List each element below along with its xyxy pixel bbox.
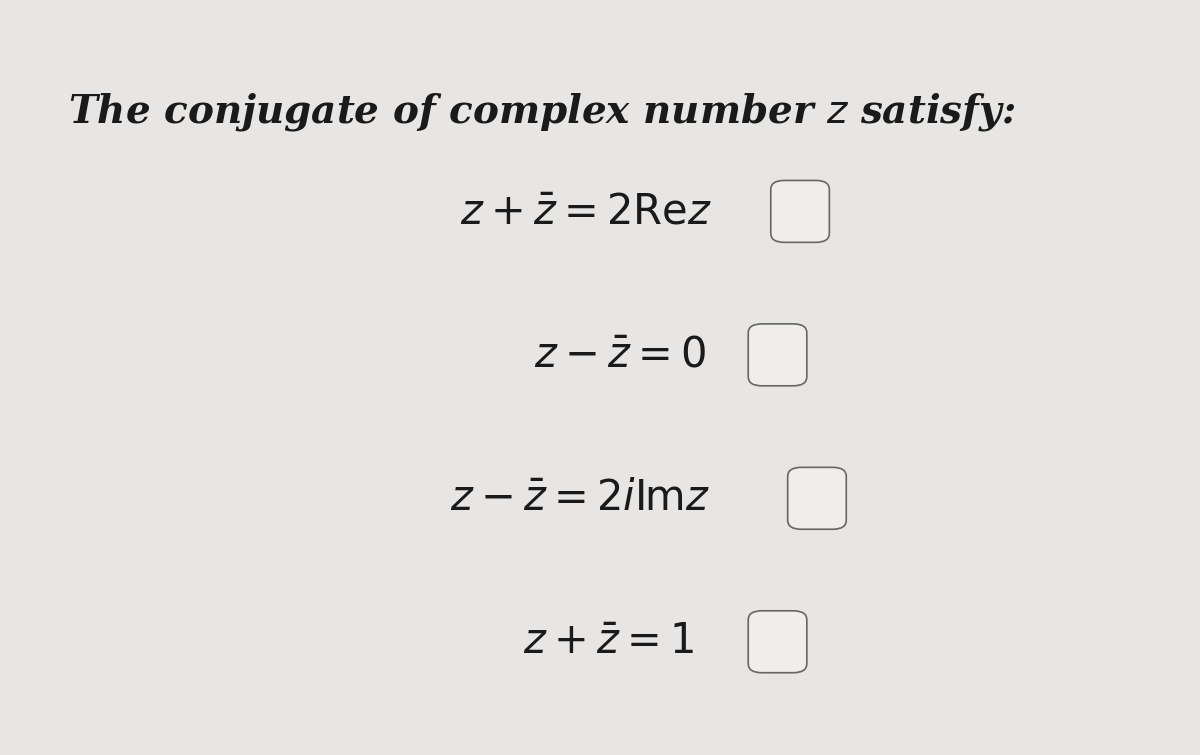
Text: The conjugate of complex number $z$ satisfy:: The conjugate of complex number $z$ sati… — [67, 91, 1015, 133]
FancyBboxPatch shape — [770, 180, 829, 242]
Text: $z-\bar{z}=2i\mathrm{Im}z$: $z-\bar{z}=2i\mathrm{Im}z$ — [450, 477, 710, 519]
FancyBboxPatch shape — [749, 324, 806, 386]
Text: $z-\bar{z}=0$: $z-\bar{z}=0$ — [534, 334, 706, 376]
FancyBboxPatch shape — [787, 467, 846, 529]
Text: $z+\bar{z}=2\mathrm{Re}z$: $z+\bar{z}=2\mathrm{Re}z$ — [460, 190, 712, 233]
Text: $z+\bar{z}=1$: $z+\bar{z}=1$ — [523, 621, 694, 663]
FancyBboxPatch shape — [749, 611, 806, 673]
